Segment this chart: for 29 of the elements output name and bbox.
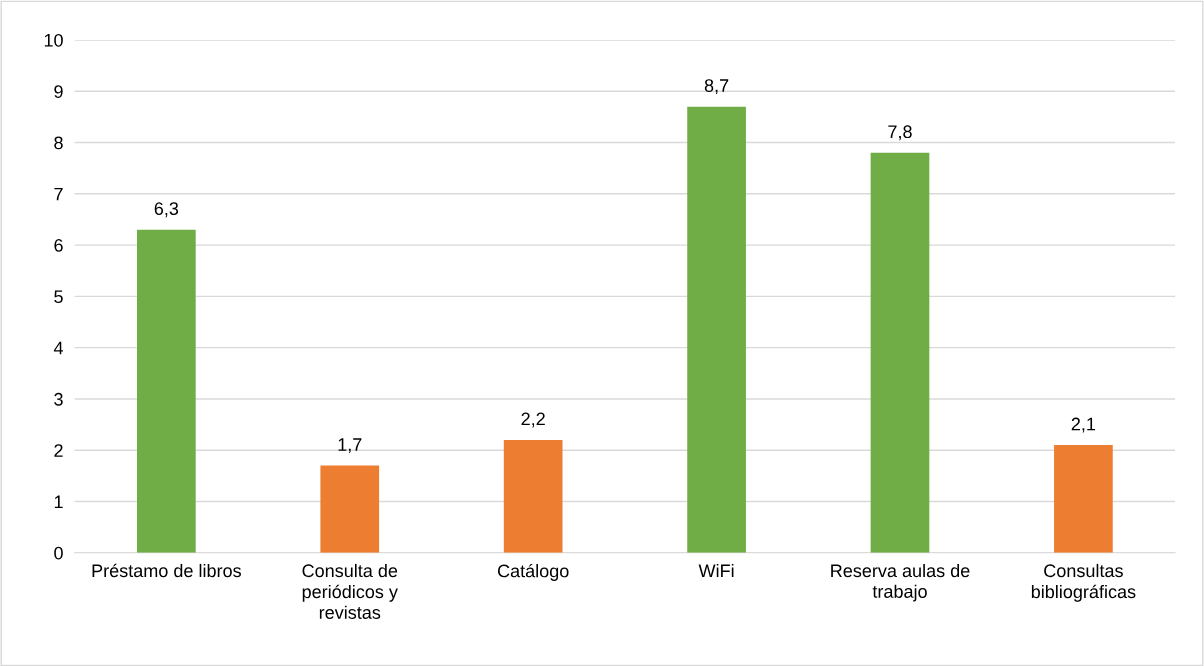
x-tick-label: Préstamo de libros <box>92 563 241 578</box>
y-tick-label: 6 <box>54 239 63 252</box>
data-label: 1,7 <box>338 438 362 454</box>
data-label: 8,7 <box>704 79 729 95</box>
x-tick-label: WiFi <box>698 563 734 577</box>
data-label: 6,3 <box>154 202 179 218</box>
y-tick-label: 10 <box>44 33 63 47</box>
bar <box>687 106 746 553</box>
y-tick-label: 7 <box>54 187 63 201</box>
x-tick-label: Consulta de periódicos y revistas <box>302 563 398 619</box>
y-tick-label: 8 <box>54 136 63 150</box>
bar <box>137 229 196 553</box>
y-tick-label: 3 <box>54 392 63 406</box>
bar <box>503 439 563 553</box>
y-tick-label: 0 <box>54 546 63 560</box>
x-tick-label: Consultas bibliográficas <box>1031 563 1136 602</box>
bar <box>870 152 930 553</box>
y-tick-label: 2 <box>54 444 63 457</box>
x-tick-label: Catálogo <box>497 563 569 581</box>
data-label: 2,2 <box>521 412 545 428</box>
bar <box>1054 445 1113 553</box>
y-tick-label: 9 <box>54 85 63 98</box>
data-label: 2,1 <box>1071 417 1096 433</box>
y-tick-label: 5 <box>54 290 63 304</box>
y-tick-label: 1 <box>54 495 63 509</box>
x-tick-label: Reserva aulas de trabajo <box>831 563 970 602</box>
y-tick-label: 4 <box>53 341 64 355</box>
bar <box>320 465 380 553</box>
data-label: 7,8 <box>888 125 912 141</box>
